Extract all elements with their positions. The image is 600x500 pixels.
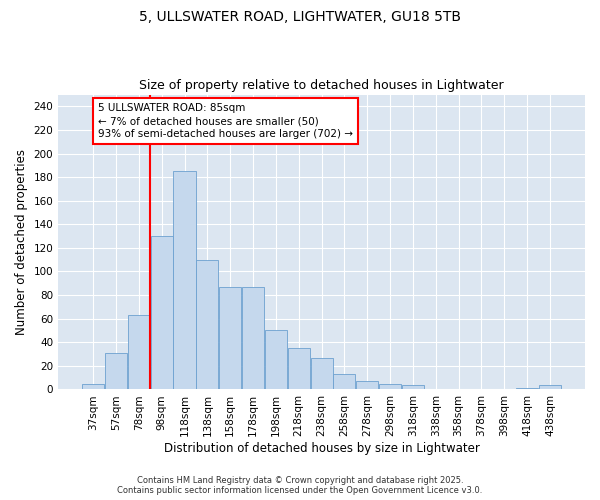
- Bar: [356, 381, 379, 390]
- Text: 5 ULLSWATER ROAD: 85sqm
← 7% of detached houses are smaller (50)
93% of semi-det: 5 ULLSWATER ROAD: 85sqm ← 7% of detached…: [98, 103, 353, 139]
- Bar: [151, 236, 173, 390]
- Bar: [516, 388, 538, 390]
- Bar: [82, 384, 104, 390]
- Bar: [196, 260, 218, 390]
- Bar: [173, 171, 196, 390]
- X-axis label: Distribution of detached houses by size in Lightwater: Distribution of detached houses by size …: [164, 442, 479, 455]
- Title: Size of property relative to detached houses in Lightwater: Size of property relative to detached ho…: [139, 79, 504, 92]
- Bar: [379, 384, 401, 390]
- Text: Contains HM Land Registry data © Crown copyright and database right 2025.
Contai: Contains HM Land Registry data © Crown c…: [118, 476, 482, 495]
- Bar: [334, 374, 355, 390]
- Bar: [402, 384, 424, 390]
- Bar: [242, 287, 264, 390]
- Text: 5, ULLSWATER ROAD, LIGHTWATER, GU18 5TB: 5, ULLSWATER ROAD, LIGHTWATER, GU18 5TB: [139, 10, 461, 24]
- Bar: [128, 315, 150, 390]
- Bar: [219, 287, 241, 390]
- Bar: [265, 330, 287, 390]
- Bar: [539, 384, 561, 390]
- Bar: [287, 348, 310, 390]
- Bar: [105, 353, 127, 390]
- Bar: [311, 358, 332, 390]
- Y-axis label: Number of detached properties: Number of detached properties: [15, 149, 28, 335]
